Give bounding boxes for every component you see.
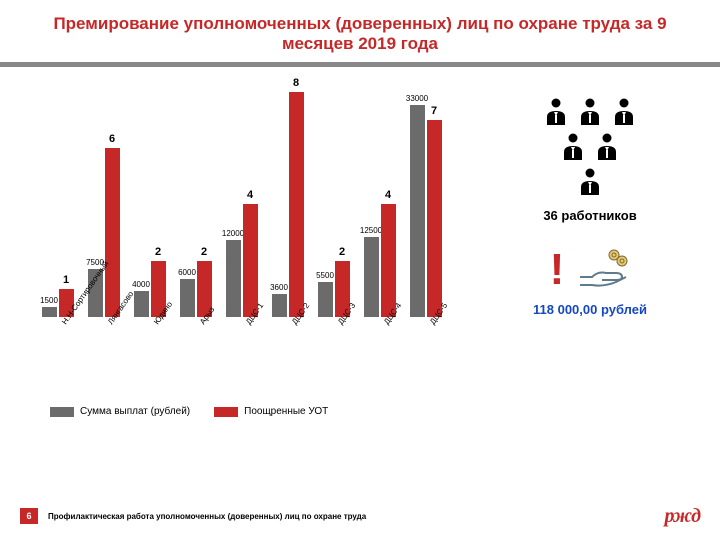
legend-label: Сумма выплат (рублей)	[80, 406, 190, 417]
total-amount: 118 000,00 рублей	[480, 302, 700, 317]
legend-swatch	[214, 407, 238, 417]
legend-item-sum: Сумма выплат (рублей)	[50, 406, 190, 417]
legend-item-cnt: Поощренные УОТ	[214, 406, 328, 417]
bar-sum-label: 12500	[360, 226, 382, 235]
person-icon	[577, 97, 603, 130]
bar-sum	[42, 307, 57, 317]
bar-sum	[180, 279, 195, 317]
bar-sum	[318, 282, 333, 317]
legend: Сумма выплат (рублей) Поощренные УОТ	[50, 406, 328, 417]
bar-count-label: 8	[293, 77, 299, 89]
bar-group: 36008	[270, 87, 306, 317]
rzd-logo: ржд	[665, 505, 700, 528]
bar-group: 12000 4	[224, 87, 260, 317]
person-icon	[594, 132, 620, 165]
people-icon-group	[480, 97, 700, 200]
person-icon	[611, 97, 637, 130]
bar-count	[381, 204, 396, 317]
page-title: Премирование уполномоченных (доверенных)…	[0, 0, 720, 62]
bar-sum-label: 6000	[178, 268, 196, 277]
bar-count	[289, 92, 304, 317]
bar-count-label: 2	[201, 246, 207, 258]
bar-group: 6000 2	[178, 87, 214, 317]
side-panel: 36 работников ! 118 000,00 рублей	[480, 77, 700, 407]
bar-group: 4000 2	[132, 87, 168, 317]
bar-count-label: 4	[385, 189, 391, 201]
bar-sum-label: 33000	[406, 94, 428, 103]
bar-group: 330007	[408, 87, 444, 317]
bar-count-label: 6	[109, 133, 115, 145]
bar-chart: 1500175006400026000212000436008550021250…	[20, 77, 480, 407]
bar-count-label: 7	[431, 105, 437, 117]
person-icon	[577, 167, 603, 200]
footer: 6 Профилактическая работа уполномоченных…	[20, 508, 366, 524]
bar-sum-label: 12000	[222, 229, 244, 238]
bar-count	[243, 204, 258, 317]
money-row: !	[480, 247, 700, 292]
legend-label: Поощренные УОТ	[244, 406, 328, 417]
footer-text: Профилактическая работа уполномоченных (…	[48, 512, 366, 521]
hand-coins-icon	[578, 247, 630, 292]
divider	[0, 62, 720, 67]
bar-group: 12500 4	[362, 87, 398, 317]
content: 1500175006400026000212000436008550021250…	[0, 77, 720, 407]
bar-sum	[226, 240, 241, 317]
bar-sum	[410, 105, 425, 317]
person-icon	[543, 97, 569, 130]
bar-sum-label: 5500	[316, 271, 334, 280]
bar-count-label: 1	[63, 274, 69, 286]
bar-sum-label: 1500	[40, 296, 58, 305]
bar-count	[105, 148, 120, 317]
bar-sum	[272, 294, 287, 317]
bar-count-label: 2	[155, 246, 161, 258]
bar-count	[427, 120, 442, 317]
page-number: 6	[20, 508, 38, 524]
bar-count-label: 4	[247, 189, 253, 201]
legend-swatch	[50, 407, 74, 417]
bar-sum-label: 3600	[270, 283, 288, 292]
bar-group: 1500 1	[40, 87, 76, 317]
bar-sum	[134, 291, 149, 317]
bar-sum	[364, 237, 379, 317]
bar-count-label: 2	[339, 246, 345, 258]
bar-group: 5500 2	[316, 87, 352, 317]
exclamation-icon: !	[550, 248, 565, 292]
person-icon	[560, 132, 586, 165]
workers-count: 36 работников	[480, 208, 700, 223]
bar-sum-label: 4000	[132, 280, 150, 289]
